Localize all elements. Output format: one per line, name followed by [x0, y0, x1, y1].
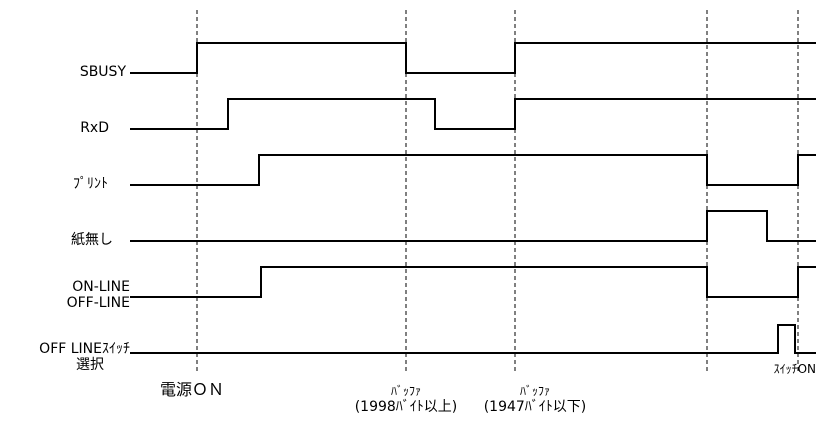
signal-label-rxd: RxD: [80, 120, 109, 136]
waveform-rxd: [130, 98, 816, 130]
signal-label-print: ﾌﾟﾘﾝﾄ: [73, 176, 108, 192]
event-power-on: 電源ＯＮ: [160, 380, 225, 399]
signal-label-offline-switch-line2: 選択: [76, 357, 104, 373]
signal-label-sbusy: SBUSY: [79, 64, 126, 80]
event-buffer-full-title: ﾊﾞｯﾌｧ: [390, 384, 421, 398]
event-buffer-full-note: (1998ﾊﾞｲﾄ以上): [354, 399, 458, 415]
waveform-sbusy: [130, 42, 816, 74]
signal-label-online-line2: OFF-LINE: [66, 295, 130, 311]
event-buffer-low: ﾊﾞｯﾌｧ (1947ﾊﾞｲﾄ以下): [465, 383, 605, 415]
event-switch-on: ｽｲｯﾁON: [773, 362, 816, 376]
event-buffer-low-note: (1947ﾊﾞｲﾄ以下): [483, 399, 587, 415]
signal-label-paper-out: 紙無し: [71, 232, 113, 248]
signal-label-online: ON-LINE OFF-LINE: [67, 279, 130, 311]
waveform-offline-switch: [130, 324, 816, 354]
waveform-print: [130, 154, 816, 186]
waveform-paper-out: [130, 210, 816, 242]
signal-label-offline-switch-line1: OFF LINEｽｲｯﾁ: [39, 341, 130, 357]
signal-label-online-line1: ON-LINE: [72, 279, 130, 295]
event-buffer-low-title: ﾊﾞｯﾌｧ: [519, 384, 550, 398]
waveform-online: [130, 266, 816, 298]
signal-label-offline-switch: OFF LINEｽｲｯﾁ 選択: [39, 341, 130, 373]
event-buffer-full: ﾊﾞｯﾌｧ (1998ﾊﾞｲﾄ以上): [336, 383, 476, 415]
